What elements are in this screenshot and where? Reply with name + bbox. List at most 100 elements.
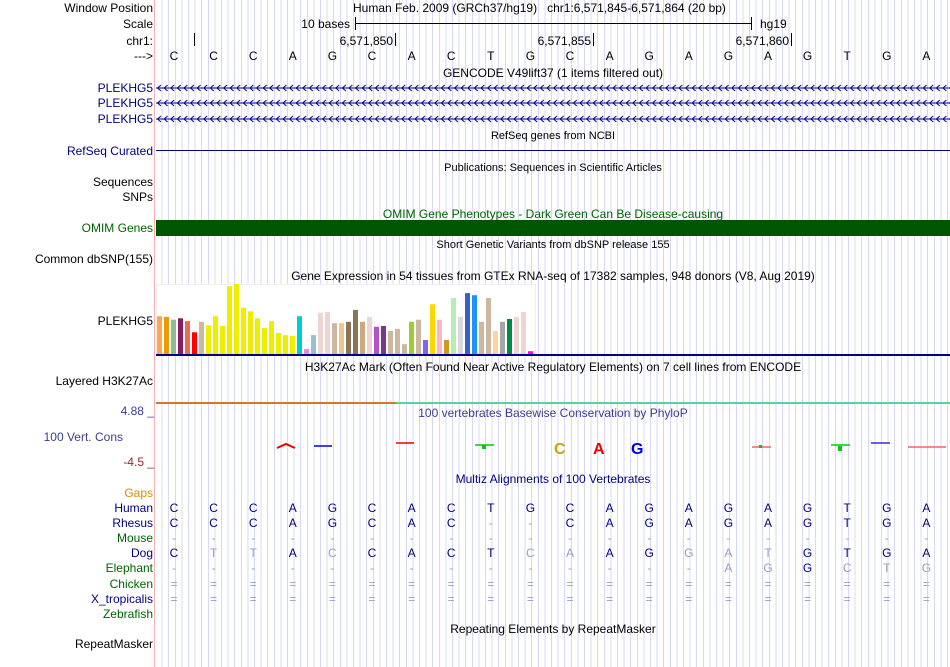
gtex-bar[interactable] (171, 319, 176, 354)
gtex-bar[interactable] (346, 321, 351, 354)
gtex-bar[interactable] (388, 330, 393, 354)
gtex-bar[interactable] (507, 319, 512, 354)
alignment-base: = (724, 576, 732, 591)
species-label[interactable]: Elephant (105, 561, 153, 576)
gtex-bar[interactable] (241, 307, 246, 354)
repeatmasker-label[interactable]: RepeatMasker (74, 637, 153, 651)
phylop-label[interactable]: 100 Vert. Cons (43, 430, 123, 444)
gtex-bar[interactable] (178, 318, 183, 354)
gtex-bar[interactable] (367, 316, 372, 354)
gtex-chart[interactable] (156, 284, 950, 356)
gaps-label[interactable]: Gaps (124, 486, 153, 500)
gtex-bar[interactable] (164, 316, 169, 354)
refseq-label[interactable]: RefSeq Curated (66, 144, 153, 158)
gtex-bar[interactable] (402, 344, 407, 354)
dbsnp-label[interactable]: Common dbSNP(155) (34, 252, 153, 266)
gene-label[interactable]: PLEKHG5 (97, 112, 153, 126)
gtex-bar[interactable] (227, 286, 232, 354)
gtex-bar[interactable] (185, 321, 190, 354)
gtex-bar[interactable] (255, 318, 260, 354)
gtex-bar[interactable] (283, 335, 288, 354)
gtex-bar[interactable] (192, 332, 197, 354)
alignment-base: G (882, 516, 892, 531)
alignment-base: - (488, 516, 493, 531)
gtex-bar[interactable] (269, 321, 274, 354)
sequences-label[interactable]: Sequences (92, 175, 153, 189)
gtex-bar[interactable] (472, 295, 477, 354)
gtex-bar[interactable] (248, 311, 253, 354)
gtex-bar[interactable] (318, 312, 323, 354)
gtex-bar[interactable] (444, 340, 449, 354)
gtex-bar[interactable] (297, 316, 302, 354)
gene-label[interactable]: PLEKHG5 (97, 81, 153, 95)
h3k27ac-signal-teal (396, 402, 950, 404)
alignment-base: - (528, 531, 533, 546)
gtex-bar[interactable] (157, 316, 162, 354)
alignment-base: - (686, 561, 691, 576)
gtex-bar[interactable] (276, 333, 281, 354)
gene-label[interactable]: PLEKHG5 (97, 96, 153, 110)
gtex-bar[interactable] (381, 326, 386, 354)
snps-label[interactable]: SNPs (122, 190, 153, 204)
alignment-base: - (251, 561, 256, 576)
gtex-bar[interactable] (262, 328, 267, 354)
gtex-bar[interactable] (206, 325, 211, 354)
position-text[interactable]: chr1:6,571,845-6,571,864 (20 bp) (547, 1, 726, 15)
gtex-bar[interactable] (437, 319, 442, 354)
gtex-bar[interactable] (234, 284, 239, 354)
gtex-bar[interactable] (430, 304, 435, 354)
gtex-bar[interactable] (220, 326, 225, 354)
gene-model[interactable] (156, 98, 950, 108)
gtex-bar[interactable] (451, 298, 456, 354)
gtex-bar[interactable] (409, 321, 414, 354)
gtex-bar[interactable] (528, 351, 533, 354)
gtex-bar[interactable] (465, 293, 470, 354)
gtex-bar[interactable] (395, 328, 400, 354)
gtex-bar[interactable] (339, 323, 344, 354)
gtex-bar[interactable] (416, 319, 421, 354)
gene-model[interactable] (156, 83, 950, 93)
gtex-bar[interactable] (479, 321, 484, 354)
gtex-label[interactable]: PLEKHG5 (97, 314, 153, 328)
gtex-bar[interactable] (213, 316, 218, 354)
species-label[interactable]: Human (114, 501, 153, 515)
alignment-base: - (607, 531, 612, 546)
species-label[interactable]: Dog (130, 546, 153, 561)
gtex-bar[interactable] (493, 330, 498, 354)
gtex-bar[interactable] (521, 312, 526, 354)
gtex-bar[interactable] (423, 340, 428, 354)
gene-model[interactable] (156, 114, 950, 124)
svg-text:C: C (554, 441, 566, 456)
gtex-bar[interactable] (290, 335, 295, 354)
gtex-bar[interactable] (332, 323, 337, 354)
alignment-base: = (289, 576, 297, 591)
alignment-base: G (327, 501, 338, 515)
gtex-bar[interactable] (374, 326, 379, 354)
alignment-base: - (845, 531, 850, 546)
gtex-bar[interactable] (360, 321, 365, 354)
gtex-bar[interactable] (304, 349, 309, 354)
gtex-bar[interactable] (486, 298, 491, 354)
omim-label[interactable]: OMIM Genes (81, 221, 153, 235)
alignment-base: = (685, 576, 693, 591)
gtex-bar[interactable] (199, 321, 204, 354)
species-label[interactable]: Rhesus (112, 516, 153, 531)
gtex-bar[interactable] (311, 335, 316, 354)
assembly-name: Human Feb. 2009 (GRCh37/hg19) (353, 1, 538, 15)
gtex-bar[interactable] (325, 312, 330, 354)
h3k27ac-label[interactable]: Layered H3K27Ac (55, 374, 153, 388)
species-label[interactable]: Zebrafish (102, 606, 153, 621)
species-label[interactable]: X_tropicalis (90, 591, 153, 606)
alignment-base: - (647, 561, 652, 576)
ruler-tick (395, 33, 396, 46)
gtex-bar[interactable] (458, 316, 463, 354)
gtex-bar[interactable] (353, 309, 358, 354)
gtex-bar[interactable] (514, 316, 519, 354)
gtex-bar[interactable] (500, 321, 505, 354)
species-label[interactable]: Chicken (109, 576, 153, 591)
omim-gene-bar[interactable] (156, 220, 950, 236)
refseq-gene-line[interactable] (156, 150, 950, 151)
alignment-base: - (568, 561, 572, 576)
alignment-base: = (526, 591, 534, 606)
species-label[interactable]: Mouse (116, 531, 153, 546)
